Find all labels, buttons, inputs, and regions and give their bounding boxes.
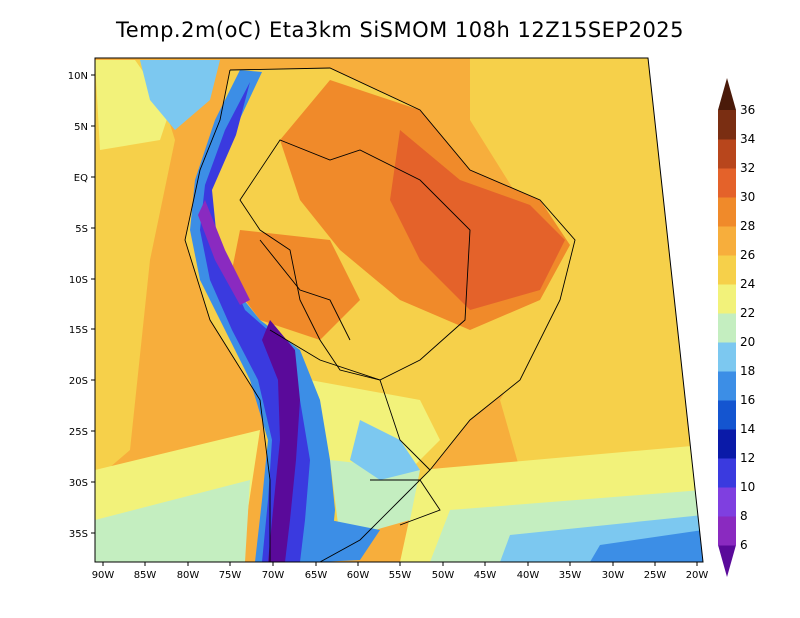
colorbar-label: 22 <box>740 306 755 320</box>
lon-label-35w: 35W <box>559 570 582 581</box>
colorbar-swatch <box>718 371 736 401</box>
lon-label-45w: 45W <box>474 570 497 581</box>
colorbar-top-triangle <box>718 78 736 110</box>
lon-label-50w: 50W <box>432 570 455 581</box>
lon-label-70w: 70W <box>262 570 285 581</box>
patagonia-cool-pocket <box>320 520 380 562</box>
colorbar-swatch <box>718 255 736 285</box>
colorbar-label: 12 <box>740 451 755 465</box>
colorbar-swatch <box>718 342 736 372</box>
atlantic-warm-zone <box>470 58 675 330</box>
northeast-brazil-hottest <box>390 130 565 310</box>
colorbar-swatch <box>718 226 736 256</box>
lat-label-20s: 20S <box>69 376 88 387</box>
pacific-cool-tongue <box>140 60 220 130</box>
lon-label-20w: 20W <box>686 570 709 581</box>
colorbar-swatch <box>718 400 736 430</box>
colorbar-swatch <box>718 313 736 343</box>
colorbar-label: 24 <box>740 277 755 291</box>
lat-label-5s: 5S <box>75 224 88 235</box>
lat-label-10n: 10N <box>68 71 88 82</box>
colorbar-swatch <box>718 487 736 517</box>
map-title: Temp.2m(oC) Eta3km SiSMOM 108h 12Z15SEP2… <box>115 18 685 42</box>
colorbar-label: 32 <box>740 161 755 175</box>
lon-label-60w: 60W <box>347 570 370 581</box>
colorbar-label: 36 <box>740 103 755 117</box>
lat-label-15s: 15S <box>69 325 88 336</box>
lon-label-25w: 25W <box>644 570 667 581</box>
lon-label-40w: 40W <box>517 570 540 581</box>
colorbar-swatch <box>718 110 736 140</box>
colorbar-label: 30 <box>740 190 755 204</box>
colorbar-label: 20 <box>740 335 755 349</box>
lat-label-35s: 35S <box>69 529 88 540</box>
colorbar-swatch <box>718 168 736 198</box>
map-frame <box>94 57 704 563</box>
southeast-pacific-colder <box>95 480 250 562</box>
andes-peru-coldest <box>198 200 250 305</box>
colorbar-label: 10 <box>740 480 755 494</box>
lat-label-30s: 30S <box>69 478 88 489</box>
colorbar-swatch <box>718 516 736 546</box>
latitude-axis: 10N 5N EQ 5S 10S 15S 20S 25S 30S 35S <box>68 71 95 540</box>
colorbar-label: 16 <box>740 393 755 407</box>
colorbar-bottom-triangle <box>718 545 736 577</box>
lat-label-25s: 25S <box>69 427 88 438</box>
colorbar-swatch <box>718 139 736 169</box>
colorbar-swatch <box>718 197 736 227</box>
lon-label-75w: 75W <box>219 570 242 581</box>
south-atlantic-cold-blue <box>590 530 703 562</box>
longitude-axis: 90W 85W 80W 75W 70W 65W 60W 55W 50W 45W … <box>92 562 709 581</box>
map-panel <box>95 58 703 562</box>
lat-label-10s: 10S <box>69 275 88 286</box>
colorbar-label: 6 <box>740 538 748 552</box>
lat-label-5n: 5N <box>74 122 88 133</box>
colorbar-label: 26 <box>740 248 755 262</box>
south-brazil-cold-pocket <box>350 420 420 480</box>
lon-label-65w: 65W <box>305 570 328 581</box>
lon-label-55w: 55W <box>389 570 412 581</box>
lon-label-80w: 80W <box>177 570 200 581</box>
colorbar-swatch <box>718 458 736 488</box>
country-borders <box>184 67 576 562</box>
pacific-north-cool <box>95 60 170 150</box>
colorbar-label: 28 <box>740 219 755 233</box>
lon-label-30w: 30W <box>602 570 625 581</box>
lon-label-90w: 90W <box>92 570 115 581</box>
pacific-coastline <box>184 69 271 562</box>
colorbar-label: 34 <box>740 132 755 146</box>
atlantic-coastline <box>229 67 576 562</box>
bolivia-hot-zone <box>230 230 360 340</box>
paraguay-argentina-border <box>269 329 431 471</box>
lat-label-eq: EQ <box>74 173 88 184</box>
lon-label-85w: 85W <box>134 570 157 581</box>
colorbar-swatch <box>718 429 736 459</box>
andes-altiplano-coldest <box>262 320 300 562</box>
colorbar-label: 18 <box>740 364 755 378</box>
peru-bolivia-border <box>259 239 351 341</box>
colorbar-swatch <box>718 284 736 314</box>
colorbar: 6 8 10 12 14 16 18 20 22 24 26 28 30 32 34 36 <box>718 78 755 577</box>
colorbar-label: 14 <box>740 422 755 436</box>
uruguay-border <box>370 479 441 526</box>
pacific-west-zone <box>95 60 175 480</box>
south-atlantic-mid-zone <box>500 290 703 470</box>
colorbar-label: 8 <box>740 509 748 523</box>
